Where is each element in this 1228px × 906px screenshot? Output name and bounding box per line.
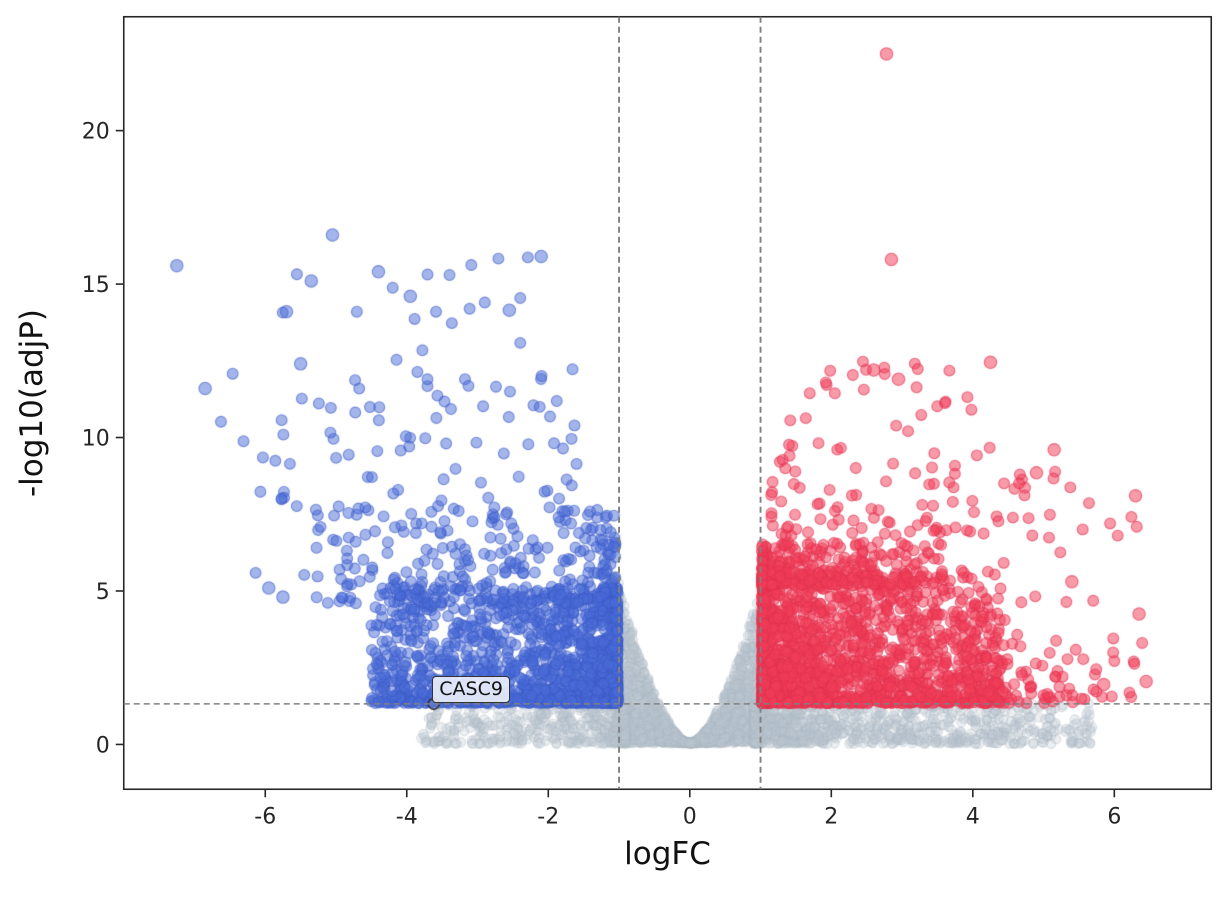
y-axis-label: -log10(adjP)	[14, 308, 50, 498]
x-tick-label: 0	[683, 804, 697, 829]
x-tick-label: 6	[1107, 804, 1121, 829]
y-tick-label: 15	[82, 273, 110, 298]
y-tick-label: 20	[82, 120, 110, 145]
y-tick-label: 0	[96, 733, 110, 758]
x-tick-label: 4	[966, 804, 980, 829]
casc9-annotation: CASC9	[432, 676, 510, 704]
plot-spines	[122, 15, 1213, 791]
x-tick-label: -4	[396, 804, 418, 829]
x-tick-label: -6	[254, 804, 276, 829]
x-tick-label: 2	[824, 804, 838, 829]
x-axis-label: logFC	[624, 836, 711, 872]
x-tick-label: -2	[537, 804, 559, 829]
y-tick-label: 10	[82, 427, 110, 452]
y-tick-label: 5	[96, 580, 110, 605]
